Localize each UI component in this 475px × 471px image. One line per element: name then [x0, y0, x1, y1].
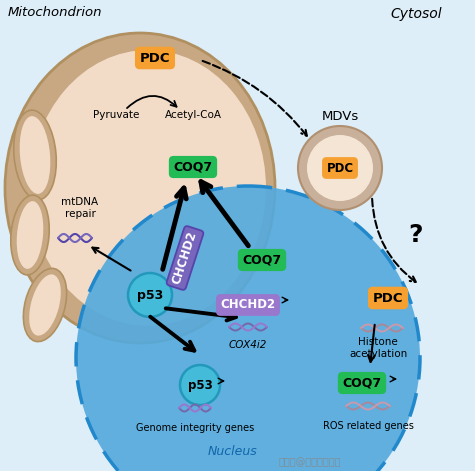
Circle shape: [307, 135, 373, 201]
Ellipse shape: [14, 110, 56, 200]
Text: CHCHD2: CHCHD2: [171, 230, 200, 286]
Text: ROS related genes: ROS related genes: [323, 421, 413, 431]
Text: COQ7: COQ7: [242, 253, 282, 267]
Text: Acetyl-CoA: Acetyl-CoA: [165, 110, 222, 120]
Text: 搜狐号@李老师谈生化: 搜狐号@李老师谈生化: [279, 457, 341, 467]
Text: PDC: PDC: [373, 292, 403, 304]
Circle shape: [128, 273, 172, 317]
Ellipse shape: [23, 268, 67, 341]
Ellipse shape: [11, 195, 49, 275]
Circle shape: [180, 365, 220, 405]
Text: Histone
acetylation: Histone acetylation: [349, 337, 407, 359]
Text: p53: p53: [137, 289, 163, 301]
Text: Genome integrity genes: Genome integrity genes: [136, 423, 254, 433]
Ellipse shape: [29, 49, 267, 327]
Text: COQ7: COQ7: [342, 376, 381, 390]
Text: mtDNA
repair: mtDNA repair: [61, 197, 99, 219]
Ellipse shape: [5, 33, 275, 343]
Text: COQ7: COQ7: [173, 161, 213, 173]
Text: Cytosol: Cytosol: [390, 7, 442, 21]
Text: COX4i2: COX4i2: [229, 340, 267, 350]
Text: PDC: PDC: [326, 162, 353, 174]
Text: CHCHD2: CHCHD2: [220, 299, 276, 311]
Text: p53: p53: [188, 379, 212, 391]
Text: ?: ?: [408, 223, 422, 247]
Text: MDVs: MDVs: [322, 109, 359, 122]
Ellipse shape: [17, 201, 43, 269]
Circle shape: [298, 126, 382, 210]
Ellipse shape: [19, 116, 50, 194]
Circle shape: [76, 186, 420, 471]
Ellipse shape: [29, 275, 61, 336]
Text: Mitochondrion: Mitochondrion: [8, 6, 103, 19]
Text: Pyruvate: Pyruvate: [93, 110, 139, 120]
Text: PDC: PDC: [140, 51, 170, 65]
Text: Nucleus: Nucleus: [208, 445, 258, 458]
